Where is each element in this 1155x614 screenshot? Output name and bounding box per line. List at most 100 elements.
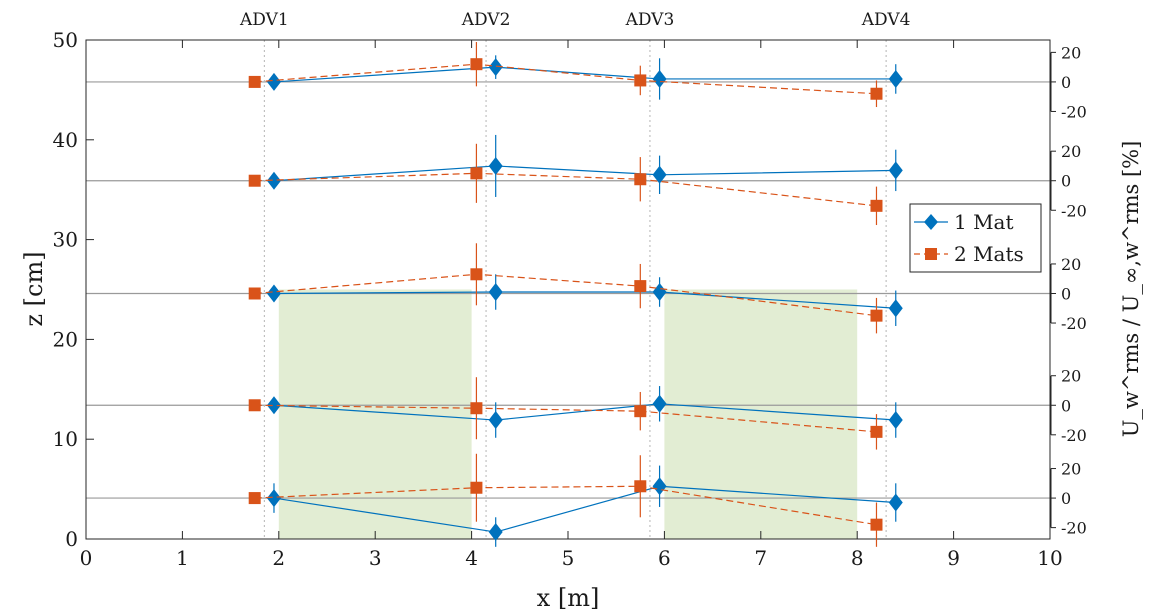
series-1-mat-point-5-3 [652,69,667,88]
legend: 1 Mat 2 Mats [909,203,1042,273]
series-2-mats-line-level-1 [254,485,877,526]
series-2-mats-line-level-5 [254,63,877,95]
offset-tick-label-3-2: -20 [1061,314,1087,333]
offset-tick-label-1-1: 0 [1061,489,1071,508]
adv-label-2: ADV2 [461,10,511,30]
series-2-mats-point-5-4 [870,87,883,100]
series-2-mats-point-3-3 [634,280,647,293]
series-2-mats-point-1-1 [248,492,261,505]
y-tick-label-4: 40 [53,128,78,152]
offset-tick-label-1-2: -20 [1061,519,1087,538]
y-tick-label-3: 30 [53,228,78,252]
series-1-mat-point-4-3 [652,165,667,184]
series-2-mats-point-2-1 [248,399,261,412]
series-2-mats-point-1-2 [470,481,483,494]
offset-tick-label-2-0: 20 [1061,367,1081,386]
offset-tick-label-4-0: 20 [1061,142,1081,161]
x-tick-label-5: 5 [562,546,575,570]
series-2-mats-point-5-3 [634,74,647,87]
y-ticks: 0 10 20 30 40 50 [53,28,94,551]
series-1-mat-point-2-4 [888,411,903,430]
offset-tick-label-3-0: 20 [1061,255,1081,274]
series-2-mats-point-4-4 [870,199,883,212]
x-tick-label-9: 9 [947,546,960,570]
series-2-mats-point-3-1 [248,287,261,300]
series-2-mats-line-level-4 [254,172,877,207]
x-axis-label: x [m] [537,584,600,612]
series-2-mats-point-1-4 [870,518,883,531]
series-1-mat-point-1-3 [652,477,667,496]
offset-tick-label-4-1: 0 [1061,172,1071,191]
x-tick-label-1: 1 [176,546,189,570]
y-tick-label-1: 10 [53,427,78,451]
plot-area-frame [85,39,1051,540]
series-2-mats-point-3-4 [870,309,883,322]
adv-label-4: ADV4 [861,10,911,30]
y-axis-label: z [cm] [20,251,48,326]
series-2-mats-point-2-2 [470,402,483,415]
x-tick-label-2: 2 [272,546,285,570]
series-1-mat-point-4-2 [488,156,503,175]
series-1-mat-point-5-1 [266,72,281,91]
series-1-mat-point-1-4 [888,493,903,512]
axes [85,39,1051,540]
series-1-mat-line-level-1 [273,485,896,533]
x-tick-label-0: 0 [80,546,93,570]
y-tick-label-5: 50 [53,28,78,52]
legend-2-mats-marker [925,248,937,260]
series-1-mat-point-1-1 [266,489,281,508]
legend-1-mat-marker [924,214,938,230]
mat-region-1 [278,289,472,539]
series-1-mat-point-2-2 [488,411,503,430]
series-1-mat-point-3-4 [888,299,903,318]
series-2-mats-point-4-1 [248,174,261,187]
adv-stations: ADV1 ADV2 ADV3 ADV4 [239,10,910,539]
offset-tick-label-2-2: -20 [1061,426,1087,445]
adv-label-3: ADV3 [625,10,675,30]
offset-tick-label-3-1: 0 [1061,284,1071,303]
series-1-mat-line-level-5 [273,66,896,83]
series-1-mat-line-level-4 [273,165,896,182]
reference-lines [86,81,1050,499]
series-2-mats-line-level-3 [254,273,877,317]
offset-tick-label-2-1: 0 [1061,396,1071,415]
x-tick-label-6: 6 [658,546,671,570]
offset-tick-label-5-0: 20 [1061,43,1081,62]
series-1-mat-point-3-2 [488,283,503,302]
series-1-mat-point-3-1 [266,284,281,303]
mat-region-2 [664,289,858,539]
legend-2-mats-label: 2 Mats [954,242,1024,266]
y2-axis-label: U_w^rms / U_∞,w^rms [%] [1119,141,1143,438]
offset-tick-label-1-0: 20 [1061,460,1081,479]
series-2-mats-point-5-1 [248,75,261,88]
offset-tick-label-5-2: -20 [1061,102,1087,121]
y-tick-label-2: 20 [53,327,78,351]
series-1-mat-point-2-1 [266,396,281,415]
series-1-mat-point-4-4 [888,161,903,180]
offset-ticks: 20 0 -20 20 0 -20 20 0 -20 20 0 -20 20 0 -20 [1050,43,1087,538]
x-tick-label-8: 8 [851,546,864,570]
offset-tick-label-4-2: -20 [1061,201,1087,220]
x-tick-label-7: 7 [754,546,767,570]
series [248,42,903,547]
x-tick-label-10: 10 [1037,546,1062,570]
series-1-mat-point-1-2 [488,523,503,542]
series-1-mat-point-2-3 [652,394,667,413]
offset-tick-label-5-1: 0 [1061,73,1071,92]
adv-label-1: ADV1 [239,10,289,30]
series-1-mat-point-4-1 [266,171,281,190]
x-tick-label-3: 3 [369,546,382,570]
x-ticks: 0 1 2 3 4 5 6 7 8 9 10 [80,40,1063,570]
series-1-mat-point-5-2 [488,58,503,77]
mat-regions [278,289,858,539]
series-1-mat-line-level-2 [273,403,896,421]
y-tick-label-0: 0 [65,527,78,551]
series-1-mat-point-5-4 [888,69,903,88]
series-2-mats-point-4-3 [634,173,647,186]
series-2-mats-point-1-3 [634,480,647,493]
series-2-mats-point-5-2 [470,58,483,71]
series-2-mats-line-level-2 [254,404,877,433]
series-2-mats-point-2-4 [870,425,883,438]
series-2-mats-point-4-2 [470,167,483,180]
